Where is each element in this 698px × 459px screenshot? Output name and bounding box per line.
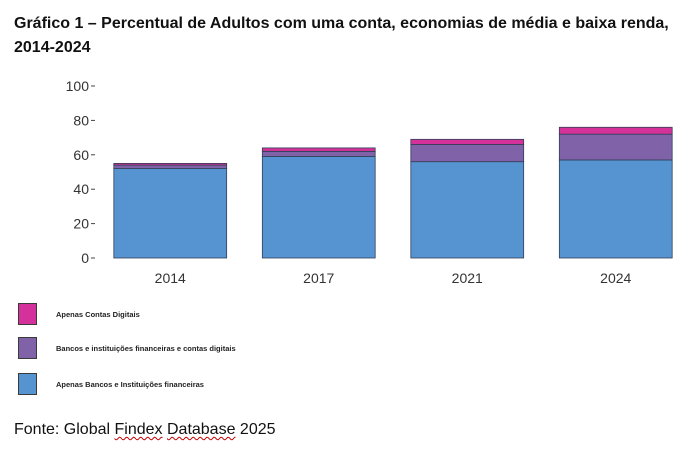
bar-segment xyxy=(113,168,228,259)
bar-chart: 0 20 40 60 80 100 2014 2017 2021 2024 xyxy=(66,78,673,286)
bar-segment xyxy=(113,164,228,169)
legend-item-banks-only: Apenas Bancos e Instituições financeiras xyxy=(18,373,204,395)
bar-stacks xyxy=(113,126,673,259)
bar-segment xyxy=(410,144,525,163)
bar-segment xyxy=(261,150,376,157)
bar-segment xyxy=(558,159,673,259)
chart-title: Gráfico 1 – Percentual de Adultos com um… xyxy=(14,15,669,56)
y-tick-label: 40 xyxy=(73,181,89,197)
x-tick-label: 2021 xyxy=(452,270,483,286)
y-tick-label: 0 xyxy=(81,250,89,266)
x-tick-label: 2017 xyxy=(303,270,334,286)
source-word-findex: Findex xyxy=(114,421,163,438)
legend-swatch xyxy=(18,373,37,395)
legend-label: Bancos e instituições financeiras e cont… xyxy=(56,343,236,353)
source-word-database: Database xyxy=(166,421,236,438)
bar-segment xyxy=(261,147,376,152)
y-axis: 0 20 40 60 80 100 xyxy=(66,78,95,266)
y-tick-label: 100 xyxy=(66,78,90,94)
legend-label: Apenas Contas Digitais xyxy=(56,309,140,319)
legend-swatch xyxy=(18,303,37,325)
y-tick-label: 80 xyxy=(73,112,89,128)
source-prefix: Fonte: Global xyxy=(14,421,115,438)
bar-segment xyxy=(410,138,525,145)
bar-segment xyxy=(558,133,673,161)
x-axis: 2014 2017 2021 2024 xyxy=(155,270,632,286)
bar-segment xyxy=(113,162,228,166)
legend-label: Apenas Bancos e Instituições financeiras xyxy=(56,379,204,389)
y-tick-label: 20 xyxy=(73,216,89,232)
source-suffix: 2025 xyxy=(235,421,276,438)
legend-item-banks-and-digital: Bancos e instituições financeiras e cont… xyxy=(18,337,236,359)
x-tick-label: 2014 xyxy=(155,270,186,286)
legend-swatch xyxy=(18,337,37,359)
source-note: Fonte: Global Findex Database 2025 xyxy=(14,421,276,439)
legend-item-digital-only: Apenas Contas Digitais xyxy=(18,303,140,325)
x-tick-label: 2024 xyxy=(600,270,631,286)
bar-segment xyxy=(261,156,376,259)
bar-segment xyxy=(410,161,525,259)
y-tick-label: 60 xyxy=(73,147,89,163)
bar-segment xyxy=(558,126,673,135)
